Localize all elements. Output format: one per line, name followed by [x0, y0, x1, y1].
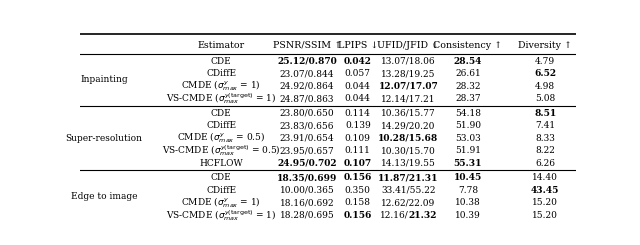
Text: 0.057: 0.057: [345, 69, 371, 78]
Text: 0.111: 0.111: [345, 146, 371, 155]
Text: 55.31: 55.31: [454, 159, 482, 168]
Text: Edge to image: Edge to image: [70, 192, 137, 201]
Text: PSNR/SSIM ↑: PSNR/SSIM ↑: [273, 41, 342, 50]
Text: Estimator: Estimator: [198, 41, 245, 50]
Text: 13.28/19.25: 13.28/19.25: [381, 69, 436, 78]
Text: 53.03: 53.03: [455, 134, 481, 143]
Text: CMDE ($\sigma_{max}^{y}$ = 0.5): CMDE ($\sigma_{max}^{y}$ = 0.5): [177, 131, 266, 146]
Text: 23.91/0.654: 23.91/0.654: [280, 134, 335, 143]
Text: 24.95/0.702: 24.95/0.702: [277, 159, 337, 168]
Text: 18.28/0.695: 18.28/0.695: [280, 211, 335, 220]
Text: 0.042: 0.042: [344, 57, 372, 66]
Text: CDE: CDE: [211, 57, 232, 66]
Text: 23.95/0.657: 23.95/0.657: [280, 146, 335, 155]
Text: 6.26: 6.26: [535, 159, 556, 168]
Text: HCFLOW: HCFLOW: [200, 159, 243, 168]
Text: CMDE ($\sigma_{max}^{y}$ = 1): CMDE ($\sigma_{max}^{y}$ = 1): [182, 196, 261, 210]
Text: Diversity ↑: Diversity ↑: [518, 41, 572, 50]
Text: 12.14/17.21: 12.14/17.21: [381, 94, 436, 103]
Text: 54.18: 54.18: [455, 109, 481, 118]
Text: 28.54: 28.54: [454, 57, 482, 66]
Text: 8.33: 8.33: [535, 134, 555, 143]
Text: 12.62/22.09: 12.62/22.09: [381, 198, 435, 207]
Text: 23.80/0.650: 23.80/0.650: [280, 109, 335, 118]
Text: 14.29/20.20: 14.29/20.20: [381, 121, 436, 130]
Text: 18.16/0.692: 18.16/0.692: [280, 198, 335, 207]
Text: 0.156: 0.156: [344, 173, 372, 182]
Text: 0.350: 0.350: [345, 186, 371, 195]
Text: VS-CMDE ($\sigma_{max}^{y(\mathrm{target})}$ = 1): VS-CMDE ($\sigma_{max}^{y(\mathrm{target…: [166, 208, 276, 223]
Text: 4.98: 4.98: [535, 82, 556, 91]
Text: 51.91: 51.91: [455, 146, 481, 155]
Text: 5.08: 5.08: [535, 94, 556, 103]
Text: UFID/JFID ↓: UFID/JFID ↓: [378, 41, 439, 50]
Text: CDE: CDE: [211, 109, 232, 118]
Text: 24.92/0.864: 24.92/0.864: [280, 82, 335, 91]
Text: CDiffE: CDiffE: [206, 69, 236, 78]
Text: 25.12/0.870: 25.12/0.870: [277, 57, 337, 66]
Text: 12.16/: 12.16/: [380, 211, 408, 220]
Text: 13.07/18.06: 13.07/18.06: [381, 57, 436, 66]
Text: 21.32: 21.32: [409, 211, 437, 220]
Text: 10.38: 10.38: [455, 198, 481, 207]
Text: Super-resolution: Super-resolution: [65, 134, 142, 143]
Text: 28.37: 28.37: [455, 94, 481, 103]
Text: 14.13/19.55: 14.13/19.55: [381, 159, 436, 168]
Text: 0.044: 0.044: [345, 82, 371, 91]
Text: 7.41: 7.41: [535, 121, 556, 130]
Text: CMDE ($\sigma_{max}^{y}$ = 1): CMDE ($\sigma_{max}^{y}$ = 1): [182, 79, 261, 93]
Text: 10.00/0.365: 10.00/0.365: [280, 186, 335, 195]
Text: 10.45: 10.45: [454, 173, 482, 182]
Text: 11.87/21.31: 11.87/21.31: [378, 173, 438, 182]
Text: 0.158: 0.158: [345, 198, 371, 207]
Text: 23.07/0.844: 23.07/0.844: [280, 69, 335, 78]
Text: 4.79: 4.79: [535, 57, 556, 66]
Text: Inpainting: Inpainting: [80, 75, 127, 85]
Text: 10.28/15.68: 10.28/15.68: [378, 134, 438, 143]
Text: 0.114: 0.114: [345, 109, 371, 118]
Text: 26.61: 26.61: [455, 69, 481, 78]
Text: 28.32: 28.32: [455, 82, 481, 91]
Text: 8.51: 8.51: [534, 109, 556, 118]
Text: 0.109: 0.109: [345, 134, 371, 143]
Text: 14.40: 14.40: [532, 173, 558, 182]
Text: Consistency ↑: Consistency ↑: [433, 41, 502, 50]
Text: 15.20: 15.20: [532, 198, 558, 207]
Text: 0.044: 0.044: [345, 94, 371, 103]
Text: 15.20: 15.20: [532, 211, 558, 220]
Text: 10.36/15.77: 10.36/15.77: [381, 109, 436, 118]
Text: 10.30/15.70: 10.30/15.70: [381, 146, 436, 155]
Text: 33.41/55.22: 33.41/55.22: [381, 186, 436, 195]
Text: 7.78: 7.78: [458, 186, 478, 195]
Text: VS-CMDE ($\sigma_{max}^{y(\mathrm{target})}$ = 1): VS-CMDE ($\sigma_{max}^{y(\mathrm{target…: [166, 91, 276, 106]
Text: 10.39: 10.39: [455, 211, 481, 220]
Text: 0.156: 0.156: [344, 211, 372, 220]
Text: CDiffE: CDiffE: [206, 186, 236, 195]
Text: 0.139: 0.139: [345, 121, 371, 130]
Text: 24.87/0.863: 24.87/0.863: [280, 94, 335, 103]
Text: LPIPS ↓: LPIPS ↓: [337, 41, 378, 50]
Text: 51.90: 51.90: [455, 121, 481, 130]
Text: VS-CMDE ($\sigma_{max}^{y(\mathrm{target})}$ = 0.5): VS-CMDE ($\sigma_{max}^{y(\mathrm{target…: [162, 143, 281, 158]
Text: 43.45: 43.45: [531, 186, 559, 195]
Text: 18.35/0.699: 18.35/0.699: [277, 173, 337, 182]
Text: CDiffE: CDiffE: [206, 121, 236, 130]
Text: 0.107: 0.107: [344, 159, 372, 168]
Text: 12.07/17.07: 12.07/17.07: [378, 82, 438, 91]
Text: 8.22: 8.22: [535, 146, 555, 155]
Text: 6.52: 6.52: [534, 69, 556, 78]
Text: 23.83/0.656: 23.83/0.656: [280, 121, 335, 130]
Text: CDE: CDE: [211, 173, 232, 182]
